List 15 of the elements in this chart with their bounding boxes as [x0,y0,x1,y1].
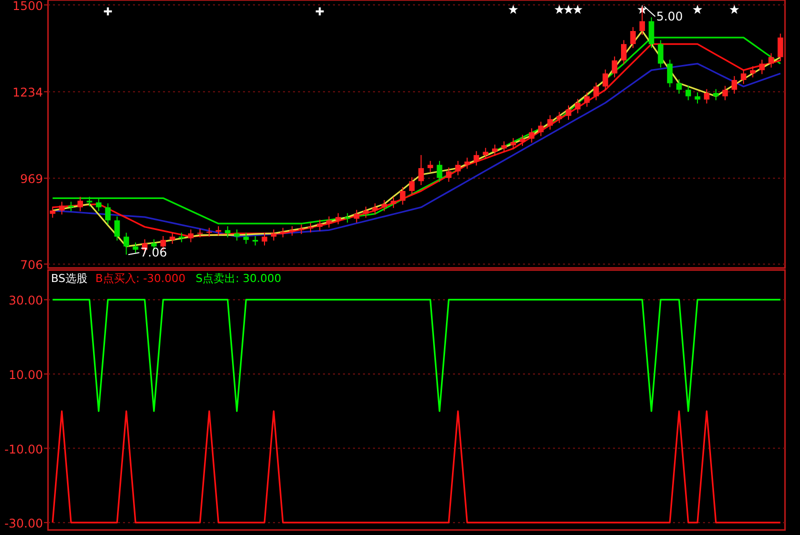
y-tick-label: 30.00 [8,294,43,308]
y-tick-label: -30.00 [4,516,43,531]
chart-title: BS选股 [51,272,88,285]
annotation: 7.06 [128,246,168,260]
y-tick-label: 1234 [12,86,43,100]
y-tick-label: 706 [20,258,43,272]
y-tick-label: 10.00 [8,368,43,382]
y-tick-label: 1500 [12,0,43,13]
text: B点买入: -30.000 [95,272,186,285]
annotation: 5.00 [656,10,683,24]
annotation: 5.00 [644,6,683,24]
series-label: S点卖出: 30.000 [196,272,282,285]
y-tick-label: 969 [20,172,43,186]
annotation: 7.06 [140,246,168,260]
y-tick-label: -10.00 [4,442,43,456]
